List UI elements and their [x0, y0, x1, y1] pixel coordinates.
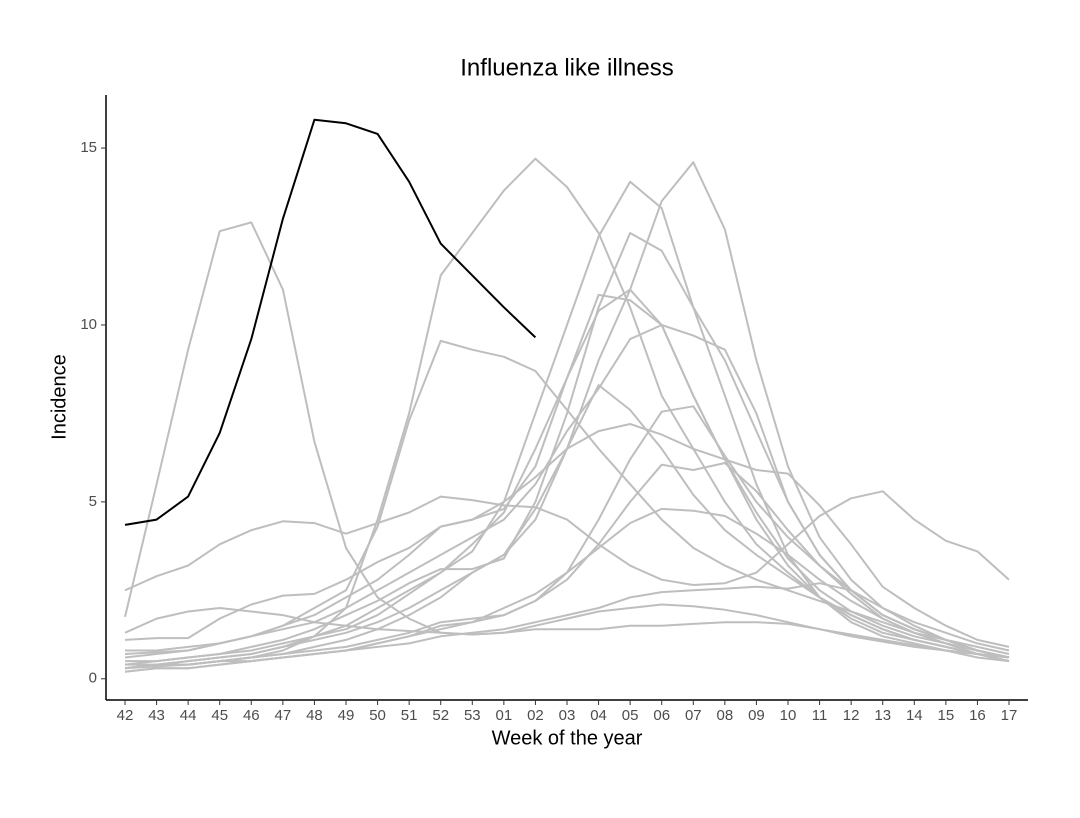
- series-line: [124, 324, 1010, 659]
- y-tick-label: 15: [80, 139, 97, 156]
- x-tick-label: 08: [717, 707, 734, 724]
- x-tick-label: 46: [243, 707, 260, 724]
- series-line: [124, 118, 537, 526]
- x-tick-label: 50: [369, 707, 386, 724]
- series-line: [125, 384, 1010, 666]
- x-tick-label: 52: [432, 707, 449, 724]
- x-tick-label: 45: [211, 707, 228, 724]
- x-tick-label: 51: [401, 707, 418, 724]
- x-tick-label: 17: [1001, 707, 1018, 724]
- series-line: [124, 507, 1010, 673]
- x-tick-label: 49: [338, 707, 355, 724]
- x-tick-label: 15: [938, 707, 955, 724]
- x-tick-label: 06: [653, 707, 670, 724]
- x-tick-label: 14: [906, 707, 923, 724]
- x-tick-label: 16: [969, 707, 986, 724]
- x-tick-label: 13: [874, 707, 891, 724]
- y-tick-label: 10: [80, 316, 97, 333]
- series-line: [124, 603, 1010, 659]
- x-tick-label: 10: [780, 707, 797, 724]
- x-tick-label: 43: [148, 707, 165, 724]
- series-line: [124, 490, 1010, 592]
- x-tick-label: 48: [306, 707, 323, 724]
- x-tick-label: 04: [590, 707, 607, 724]
- y-tick-label: 0: [89, 670, 97, 687]
- x-axis-label: Week of the year: [492, 727, 643, 749]
- x-tick-label: 42: [117, 707, 134, 724]
- x-tick-label: 09: [748, 707, 765, 724]
- x-tick-label: 05: [622, 707, 639, 724]
- series-line: [125, 180, 1010, 663]
- x-tick-label: 44: [180, 707, 197, 724]
- chart-title: Influenza like illness: [460, 54, 673, 81]
- x-tick-label: 11: [812, 707, 828, 724]
- x-tick-label: 47: [275, 707, 292, 724]
- y-axis-label: Incidence: [48, 354, 70, 440]
- x-tick-label: 02: [527, 707, 544, 724]
- x-tick-label: 01: [496, 707, 513, 724]
- x-tick-label: 53: [464, 707, 481, 724]
- x-tick-label: 07: [685, 707, 702, 724]
- series-line: [124, 582, 1010, 670]
- series-line: [124, 221, 1010, 659]
- series-line: [124, 462, 1010, 670]
- x-tick-label: 03: [559, 707, 576, 724]
- y-tick-label: 5: [89, 493, 97, 510]
- x-tick-label: 12: [843, 707, 860, 724]
- series-line: [125, 339, 1010, 655]
